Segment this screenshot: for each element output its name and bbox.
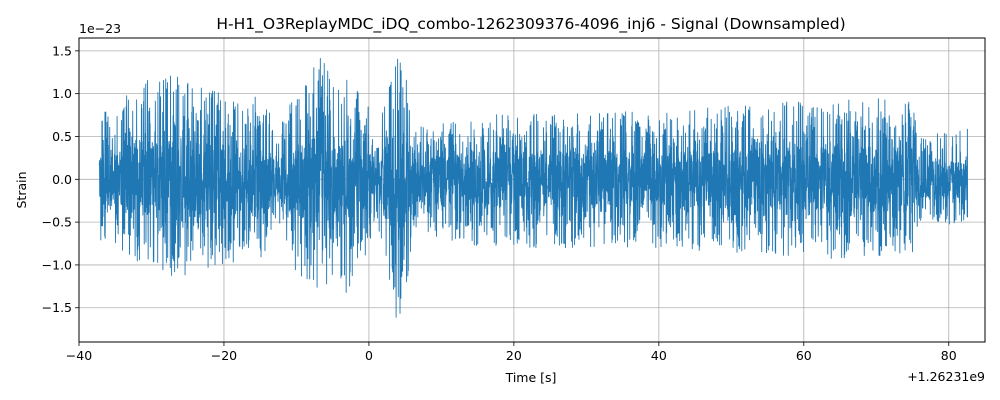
x-axis-label: Time [s] [505,370,557,385]
y-axis-label: Strain [14,171,29,208]
x-tick-label: 0 [365,348,373,363]
y-tick-label: −0.5 [42,215,72,230]
y-tick-label: 0.5 [52,129,72,144]
x-offset-label: +1.26231e9 [907,369,985,384]
x-tick-label: −40 [66,348,92,363]
x-tick-label: 20 [506,348,522,363]
x-tick-label: 60 [796,348,812,363]
x-tick-label: 80 [941,348,957,363]
signal-line [99,58,967,317]
y-scale-label: 1e−23 [79,21,121,36]
x-tick-label: −20 [211,348,237,363]
x-axis: −40 −20 0 20 40 60 80 [66,342,957,363]
y-tick-label: 1.0 [52,86,72,101]
y-tick-label: −1.0 [42,257,72,272]
chart-title: H-H1_O3ReplayMDC_iDQ_combo-1262309376-40… [216,15,845,34]
y-axis: −1.5 −1.0 −0.5 0.0 0.5 1.0 1.5 [42,43,79,315]
y-tick-label: 0.0 [52,172,72,187]
x-tick-label: 40 [651,348,667,363]
y-tick-label: −1.5 [42,300,72,315]
signal-series [99,58,967,317]
y-tick-label: 1.5 [52,43,72,58]
